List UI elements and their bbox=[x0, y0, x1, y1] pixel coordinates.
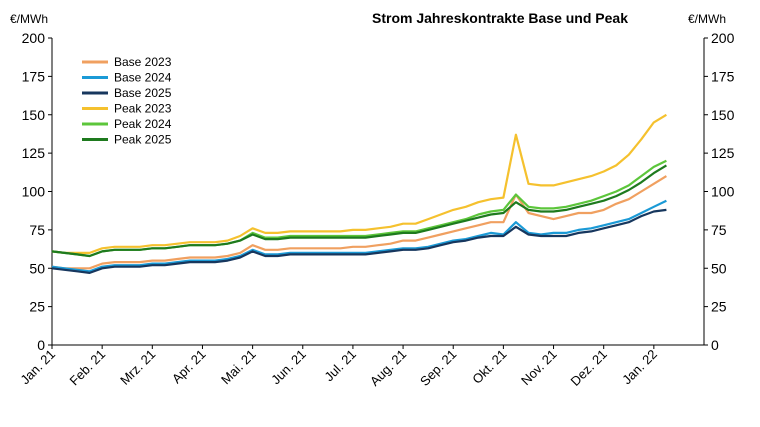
y-tick-label-right: 200 bbox=[711, 30, 735, 46]
x-tick-label: Aug. 21 bbox=[367, 347, 409, 389]
y-tick-label-right: 150 bbox=[711, 107, 735, 123]
y-tick-label-right: 75 bbox=[711, 222, 727, 238]
legend-label: Peak 2024 bbox=[114, 117, 172, 131]
y-tick-label-left: 175 bbox=[22, 68, 46, 84]
y-tick-label-left: 50 bbox=[29, 260, 45, 276]
x-tick-label: Okt. 21 bbox=[469, 347, 509, 387]
series-line-base-2024 bbox=[51, 199, 667, 273]
y-tick-label-left: 75 bbox=[29, 222, 45, 238]
series-line-base-2025 bbox=[51, 208, 667, 274]
y-axis-unit-right: €/MWh bbox=[688, 12, 727, 26]
x-tick-label: Jun. 21 bbox=[268, 347, 309, 388]
legend-label: Base 2025 bbox=[114, 86, 172, 100]
y-tick-label-right: 25 bbox=[711, 299, 727, 315]
x-tick-label: Jan. 22 bbox=[619, 347, 660, 388]
series-line-peak-2025 bbox=[51, 164, 667, 258]
y-tick-label-right: 100 bbox=[711, 184, 735, 200]
y-tick-label-right: 125 bbox=[711, 145, 735, 161]
x-tick-label: Apr. 21 bbox=[169, 347, 209, 387]
y-tick-label-right: 175 bbox=[711, 68, 735, 84]
x-tick-label: Mrz. 21 bbox=[117, 347, 158, 388]
legend-label: Base 2024 bbox=[114, 71, 172, 85]
y-tick-label-left: 0 bbox=[37, 337, 45, 353]
y-tick-label-left: 200 bbox=[22, 30, 46, 46]
legend-label: Peak 2023 bbox=[114, 102, 172, 116]
y-tick-label-right: 50 bbox=[711, 260, 727, 276]
y-tick-label-left: 150 bbox=[22, 107, 46, 123]
x-tick-label: Feb. 21 bbox=[66, 347, 108, 389]
legend-label: Peak 2025 bbox=[114, 133, 172, 147]
x-tick-label: Sep. 21 bbox=[417, 347, 459, 389]
series-line-base-2023 bbox=[51, 175, 667, 270]
x-tick-label: Nov. 21 bbox=[518, 347, 560, 389]
legend-label: Base 2023 bbox=[114, 55, 172, 69]
x-tick-label: Dez. 21 bbox=[568, 347, 610, 389]
series-line-peak-2023 bbox=[51, 113, 667, 254]
chart-title: Strom Jahreskontrakte Base und Peak bbox=[372, 10, 628, 26]
x-tick-label: Jul. 21 bbox=[321, 347, 359, 385]
y-tick-label-right: 0 bbox=[711, 337, 719, 353]
y-axis-unit-left: €/MWh bbox=[10, 12, 49, 26]
y-tick-label-left: 125 bbox=[22, 145, 46, 161]
y-tick-label-left: 100 bbox=[22, 184, 46, 200]
y-tick-label-left: 25 bbox=[29, 299, 45, 315]
x-tick-label: Mai. 21 bbox=[218, 347, 259, 388]
